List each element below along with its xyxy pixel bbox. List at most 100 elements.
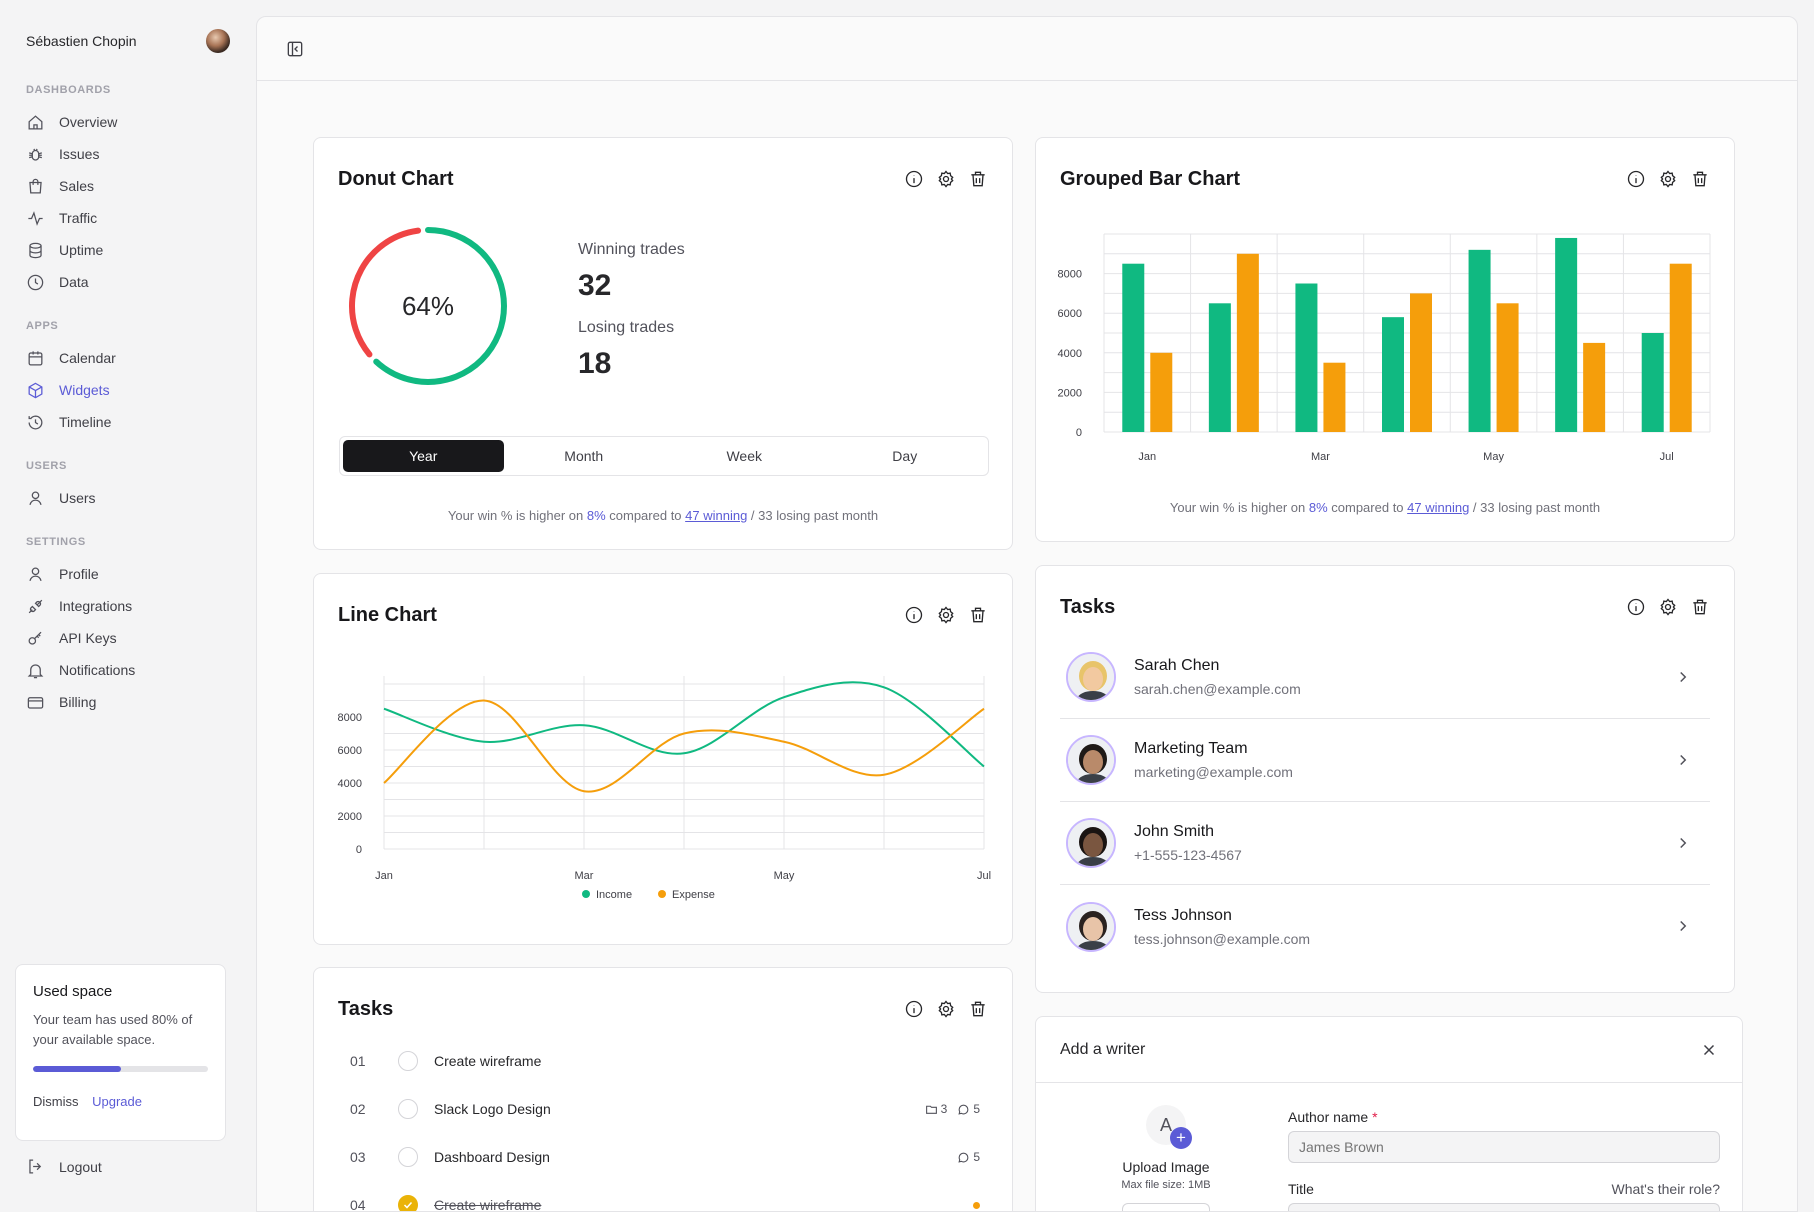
task-row[interactable]: 02 Slack Logo Design 3 5 — [350, 1094, 990, 1124]
task-comments: 5 — [957, 1150, 980, 1164]
trash-icon[interactable] — [968, 169, 988, 189]
task-comments: 5 — [957, 1102, 980, 1116]
x-tick-label: Jul — [977, 870, 991, 882]
credit-card-icon — [27, 696, 44, 709]
info-icon[interactable] — [904, 605, 924, 625]
gear-icon[interactable] — [936, 605, 956, 625]
folder-icon — [925, 1105, 937, 1114]
trash-icon[interactable] — [968, 999, 988, 1019]
upload-avatar[interactable]: A + — [1146, 1105, 1192, 1149]
bar — [1295, 283, 1318, 432]
logout-button[interactable]: Logout — [26, 1157, 102, 1176]
y-tick-label: 8000 — [338, 712, 362, 724]
task-folders: 3 — [925, 1102, 947, 1116]
sidebar-item-label: Billing — [59, 694, 97, 710]
gear-icon[interactable] — [936, 169, 956, 189]
chevron-right-icon[interactable] — [1674, 834, 1692, 852]
info-icon[interactable] — [1626, 169, 1646, 189]
dismiss-button[interactable]: Dismiss — [33, 1094, 79, 1109]
sidebar-item-integrations[interactable]: Integrations — [26, 590, 230, 622]
chevron-right-icon[interactable] — [1674, 917, 1692, 935]
sidebar-item-issues[interactable]: Issues — [26, 138, 230, 170]
footnote-text: compared to — [605, 508, 686, 523]
sidebar-item-users[interactable]: Users — [26, 482, 230, 514]
contact-row[interactable]: Sarah Chen sarah.chen@example.com — [1060, 636, 1710, 719]
info-icon[interactable] — [904, 999, 924, 1019]
title-input[interactable] — [1288, 1203, 1720, 1211]
bar — [1410, 293, 1432, 432]
task-label: Dashboard Design — [434, 1149, 550, 1165]
losing-value: 18 — [578, 347, 612, 380]
info-icon[interactable] — [904, 169, 924, 189]
main-panel: Donut Chart 64% Winning trades 32 Losing… — [256, 16, 1798, 1212]
task-label: Create wireframe — [434, 1053, 542, 1069]
check-icon — [403, 1201, 413, 1209]
upload-button[interactable] — [1122, 1203, 1210, 1211]
sidebar-item-overview[interactable]: Overview — [26, 106, 230, 138]
task-checkbox[interactable] — [398, 1099, 418, 1119]
user-menu[interactable]: Sébastien Chopin — [26, 0, 230, 82]
sidebar-item-billing[interactable]: Billing — [26, 686, 230, 718]
sidebar-item-data[interactable]: Data — [26, 266, 230, 298]
grouped-bar-chart-card: Grouped Bar Chart 0 2000 4000 6000 8000 Jan Ma… — [1035, 137, 1735, 542]
tab-year[interactable]: Year — [343, 440, 504, 472]
sidebar-collapse-icon[interactable] — [285, 39, 305, 59]
contact-name: Tess Johnson — [1134, 906, 1232, 924]
tab-month[interactable]: Month — [564, 448, 604, 464]
contact-info: Sarah Chen sarah.chen@example.com — [1134, 657, 1301, 697]
x-tick-label: Mar — [1311, 451, 1330, 463]
upload-image-area[interactable]: A + Upload Image Max file size: 1MB — [1096, 1105, 1236, 1211]
winning-value: 32 — [578, 269, 612, 302]
user-avatar[interactable] — [206, 29, 230, 53]
sidebar-item-sales[interactable]: Sales — [26, 170, 230, 202]
footnote-winning-link[interactable]: 47 winning — [1407, 500, 1470, 515]
sidebar-item-timeline[interactable]: Timeline — [26, 406, 230, 438]
info-icon[interactable] — [1626, 597, 1646, 617]
used-space-card: Used space Your team has used 80% of you… — [15, 964, 226, 1141]
bar — [1208, 303, 1231, 432]
contact-row[interactable]: Marketing Team marketing@example.com — [1060, 719, 1710, 802]
task-label: Slack Logo Design — [434, 1101, 551, 1117]
author-name-input[interactable] — [1288, 1131, 1720, 1163]
trash-icon[interactable] — [1690, 597, 1710, 617]
sidebar-item-label: Notifications — [59, 662, 136, 678]
period-tabs: Year Month Week Day — [339, 436, 989, 476]
task-checkbox[interactable] — [398, 1147, 418, 1167]
sidebar-item-calendar[interactable]: Calendar — [26, 342, 230, 374]
nav-list: Overview Issues Sales Traffic Uptime Data — [26, 106, 230, 298]
tab-week[interactable]: Week — [726, 448, 763, 464]
task-row[interactable]: 04 Create wireframe — [350, 1190, 990, 1211]
legend-marker — [582, 890, 590, 898]
trash-icon[interactable] — [1690, 169, 1710, 189]
sidebar-item-notifications[interactable]: Notifications — [26, 654, 230, 686]
avatar — [1066, 818, 1116, 868]
upgrade-button[interactable]: Upgrade — [92, 1094, 142, 1109]
task-row[interactable]: 03 Dashboard Design 5 — [350, 1142, 990, 1172]
bar — [1150, 352, 1173, 432]
gear-icon[interactable] — [1658, 597, 1678, 617]
trash-icon[interactable] — [968, 605, 988, 625]
task-number: 02 — [350, 1101, 366, 1117]
task-checkbox[interactable] — [398, 1051, 418, 1071]
legend-label: Expense — [672, 889, 715, 901]
sidebar-item-uptime[interactable]: Uptime — [26, 234, 230, 266]
footnote-text: compared to — [1327, 500, 1408, 515]
tab-day[interactable]: Day — [892, 448, 918, 464]
footnote-winning-link[interactable]: 47 winning — [685, 508, 748, 523]
task-row[interactable]: 01 Create wireframe — [350, 1046, 990, 1076]
author-name-label: Author name * — [1288, 1109, 1720, 1125]
gear-icon[interactable] — [1658, 169, 1678, 189]
sidebar-item-widgets[interactable]: Widgets — [26, 374, 230, 406]
title-label: Title — [1288, 1181, 1314, 1197]
sidebar-item-profile[interactable]: Profile — [26, 558, 230, 590]
chevron-right-icon[interactable] — [1674, 668, 1692, 686]
contact-row[interactable]: John Smith +1-555-123-4567 — [1060, 802, 1710, 885]
contact-row[interactable]: Tess Johnson tess.johnson@example.com — [1060, 885, 1710, 968]
bar — [1236, 253, 1259, 432]
sidebar-item-traffic[interactable]: Traffic — [26, 202, 230, 234]
close-icon[interactable] — [1700, 1041, 1718, 1059]
gear-icon[interactable] — [936, 999, 956, 1019]
chevron-right-icon[interactable] — [1674, 751, 1692, 769]
task-checkbox[interactable] — [398, 1195, 418, 1211]
sidebar-item-api-keys[interactable]: API Keys — [26, 622, 230, 654]
